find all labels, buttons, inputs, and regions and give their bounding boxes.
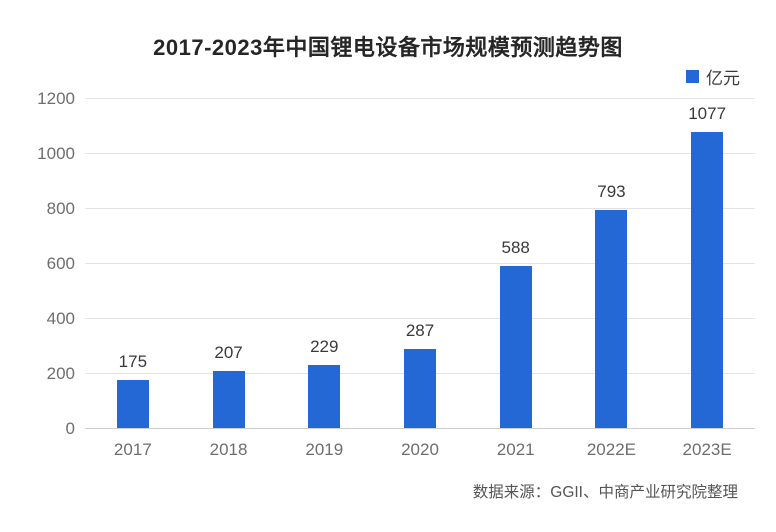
chart-title: 2017-2023年中国锂电设备市场规模预测趋势图	[153, 35, 623, 60]
gridline	[85, 318, 755, 319]
bar-2017	[116, 379, 149, 428]
y-axis-tick: 1000	[37, 144, 75, 163]
value-label-2020: 287	[405, 321, 435, 341]
value-label-2021: 588	[501, 238, 530, 258]
value-label-2022E: 793	[597, 181, 626, 201]
x-axis-tick-2021: 2021	[496, 440, 535, 459]
gridline	[85, 98, 755, 99]
value-label-2023E: 1077	[688, 103, 727, 123]
y-axis-tick: 400	[46, 309, 75, 328]
legend-label: 亿元	[706, 69, 740, 88]
gridline	[85, 208, 755, 209]
gridline	[85, 153, 755, 154]
gridline	[85, 263, 755, 264]
x-axis-tick-2022E: 2022E	[586, 440, 636, 459]
x-axis-tick-2023E: 2023E	[682, 440, 732, 459]
x-axis-tick-2019: 2019	[305, 440, 344, 459]
y-axis-tick: 600	[46, 254, 75, 273]
y-axis-tick: 0	[65, 419, 75, 438]
x-axis-tick-2018: 2018	[209, 440, 248, 459]
bar-2021	[499, 266, 532, 428]
y-axis-tick: 800	[46, 199, 75, 218]
value-label-2019: 229	[310, 337, 339, 357]
y-axis-tick: 200	[46, 364, 75, 383]
y-axis-tick: 1200	[37, 89, 75, 108]
bar-2022E	[595, 209, 628, 428]
x-axis-line	[85, 428, 755, 429]
bar-2023E	[691, 131, 724, 428]
bar-2020	[404, 349, 436, 428]
value-label-2018: 207	[214, 343, 243, 363]
bar-2019	[308, 365, 341, 428]
bar-2018	[212, 371, 245, 428]
legend-swatch	[686, 70, 699, 83]
x-axis-tick-2017: 2017	[113, 440, 152, 459]
x-axis-tick-2020: 2020	[401, 440, 439, 459]
value-label-2017: 175	[118, 351, 148, 371]
data-source: 数据来源：GGII、中商产业研究院整理	[472, 484, 738, 501]
legend: 亿元	[686, 64, 740, 89]
